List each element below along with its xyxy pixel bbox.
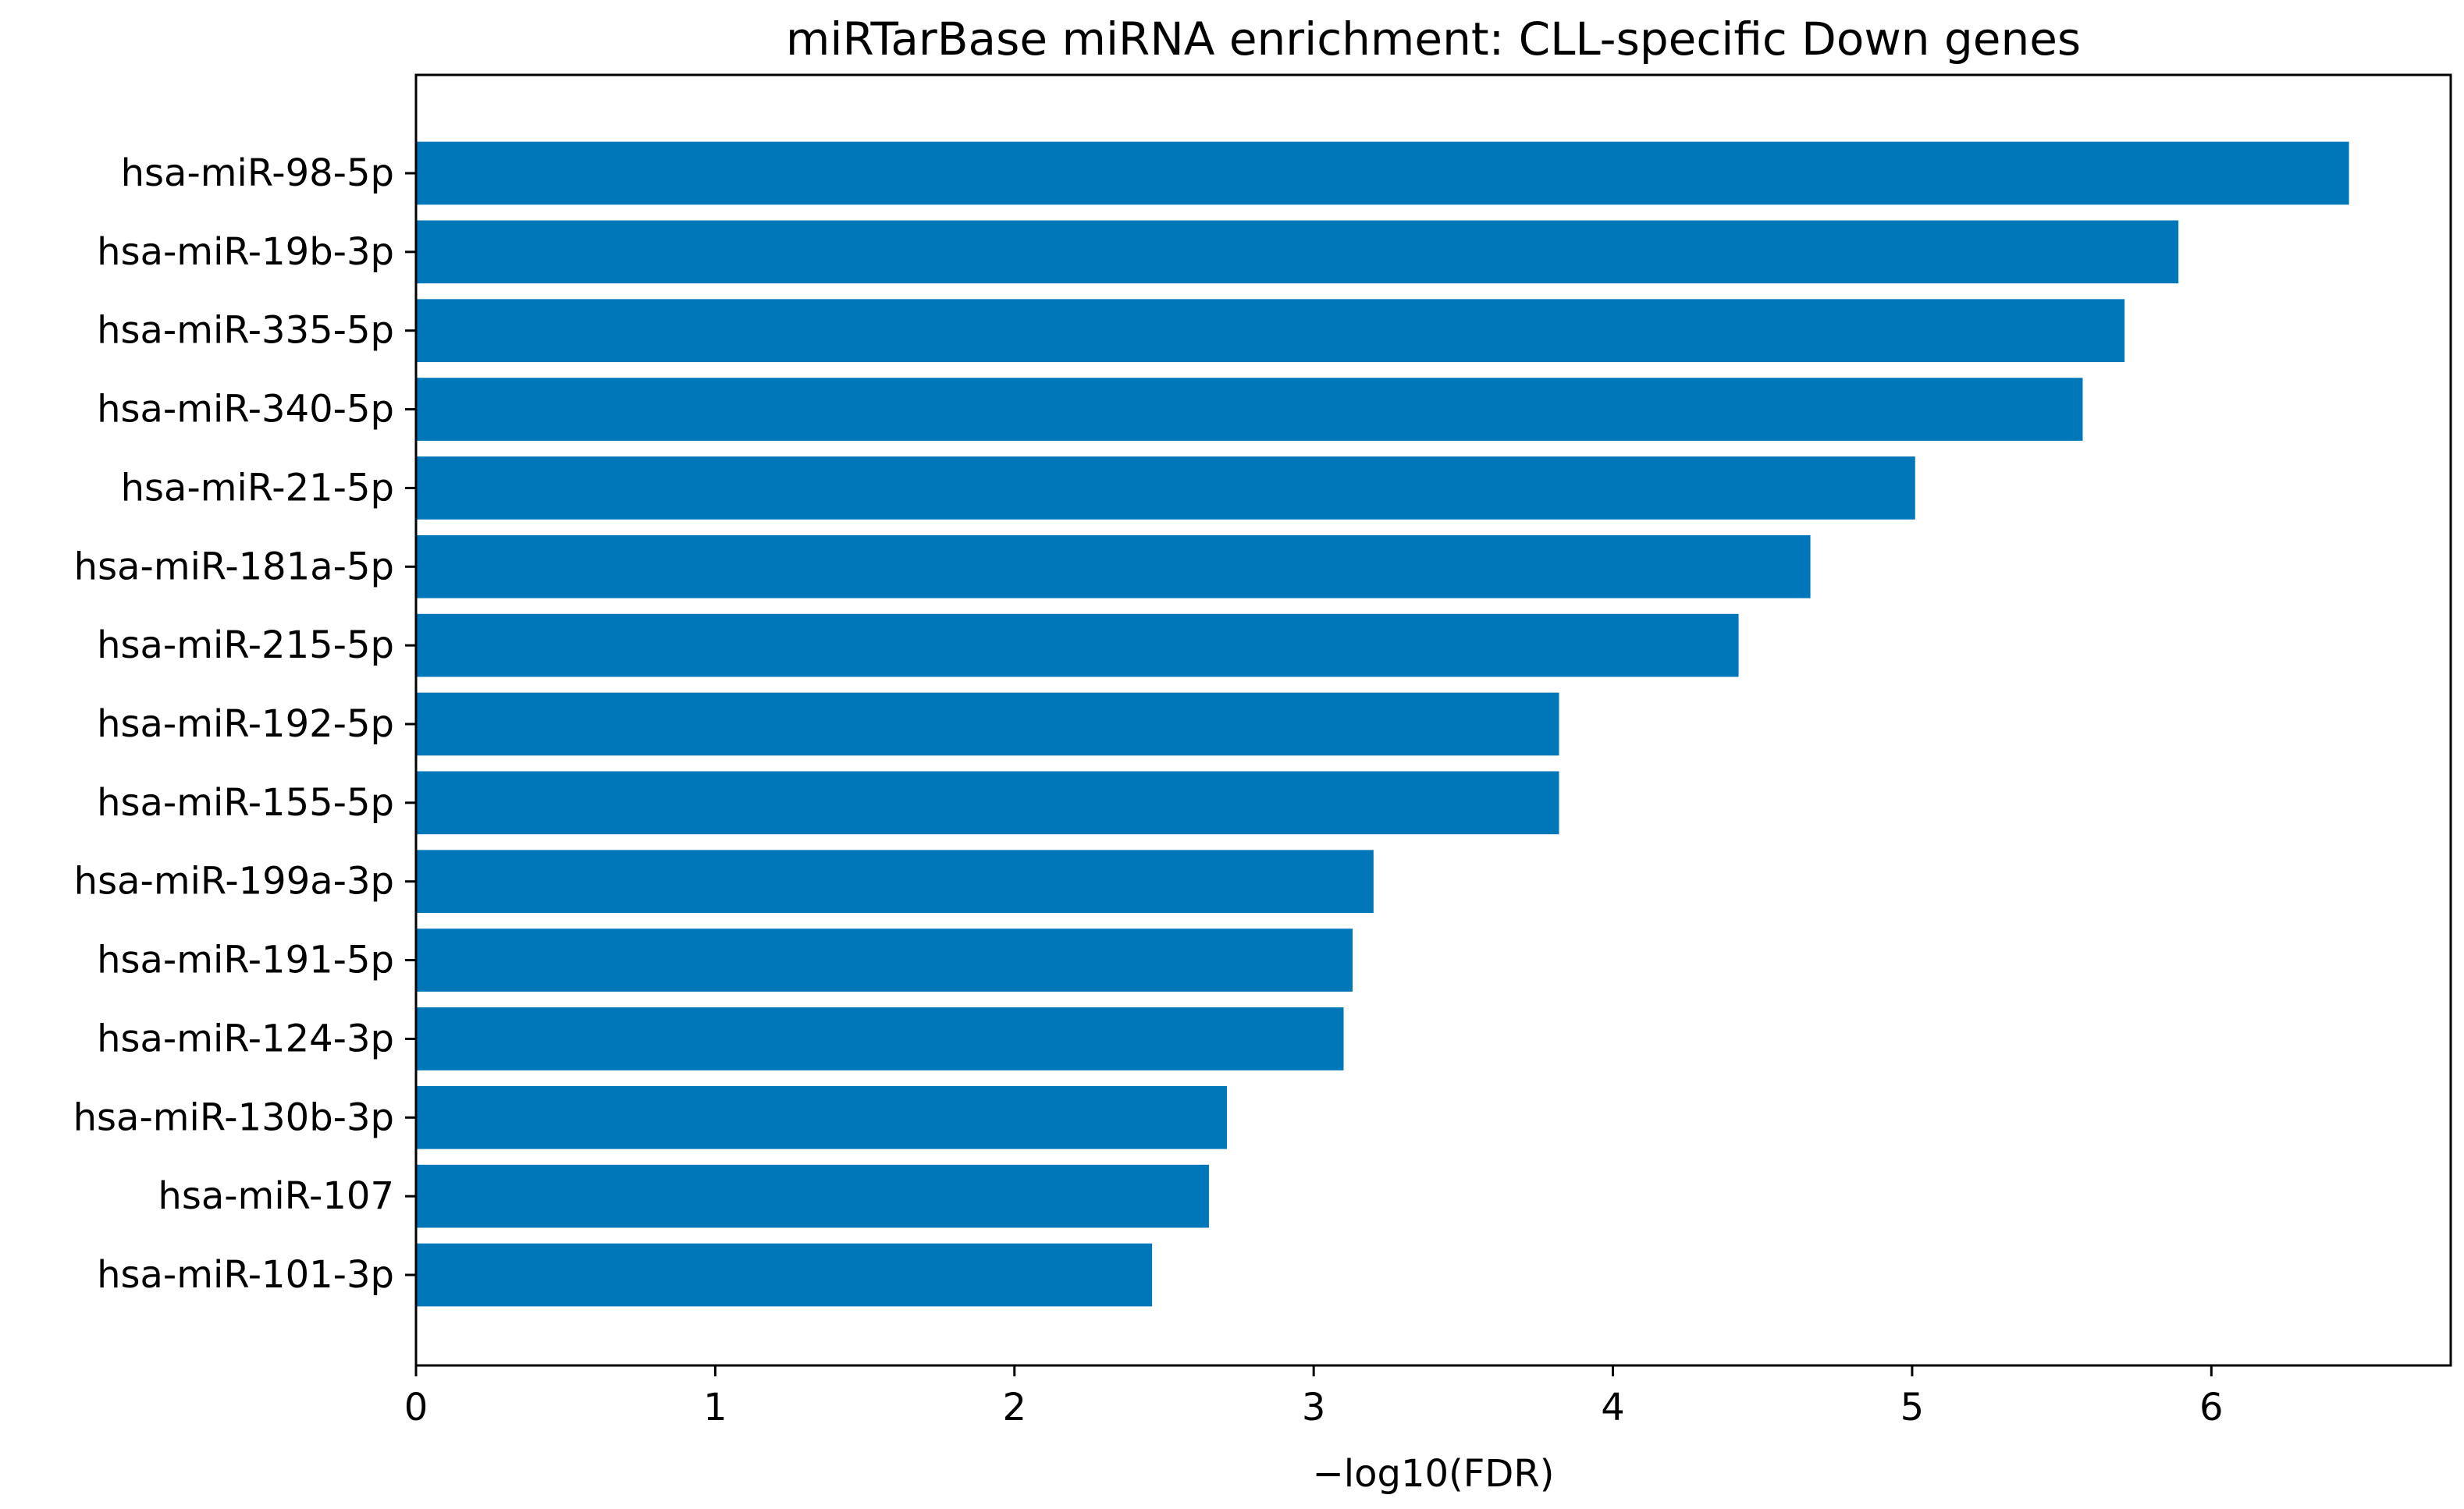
bar-hsa-miR-335-5p: [416, 299, 2125, 363]
bar-hsa-miR-101-3p: [416, 1243, 1153, 1307]
x-tick-label: 2: [1002, 1386, 1026, 1429]
chart-title: miRTarBase miRNA enrichment: CLL-specifi…: [786, 12, 2081, 66]
bars-group: [416, 141, 2349, 1307]
y-tick-label: hsa-miR-124-3p: [97, 1017, 394, 1060]
y-tick-label: hsa-miR-192-5p: [97, 702, 394, 746]
y-axis-ticks: hsa-miR-98-5p hsa-miR-19b-3p hsa-miR-335-5…: [73, 151, 416, 1297]
bar-hsa-miR-130b-3p: [416, 1085, 1227, 1149]
plot-area-frame: [414, 73, 2452, 1367]
y-tick-label: hsa-miR-101-3p: [97, 1253, 394, 1297]
y-tick-label: hsa-miR-215-5p: [97, 623, 394, 667]
x-tick-label: 4: [1601, 1386, 1625, 1429]
bar-hsa-miR-340-5p: [416, 378, 2083, 441]
bar-hsa-miR-107: [416, 1164, 1209, 1228]
x-axis-ticks: 0 1 2 3 4 5 6: [404, 1365, 2224, 1429]
y-tick-label: hsa-miR-21-5p: [121, 466, 394, 510]
y-tick-label: hsa-miR-155-5p: [97, 781, 394, 825]
bar-hsa-miR-98-5p: [416, 141, 2349, 205]
x-tick-label: 1: [703, 1386, 727, 1429]
y-tick-label: hsa-miR-340-5p: [97, 388, 394, 431]
x-axis-label: −log10(FDR): [1313, 1452, 1555, 1496]
bar-hsa-miR-215-5p: [416, 613, 1739, 677]
y-tick-label: hsa-miR-19b-3p: [97, 230, 394, 274]
bar-hsa-miR-155-5p: [416, 771, 1559, 835]
y-tick-label: hsa-miR-98-5p: [121, 151, 394, 195]
y-tick-label: hsa-miR-181a-5p: [74, 545, 394, 588]
y-tick-label: hsa-miR-199a-3p: [74, 860, 394, 904]
bar-hsa-miR-192-5p: [416, 692, 1559, 756]
bar-hsa-miR-124-3p: [416, 1007, 1344, 1071]
x-tick-label: 3: [1302, 1386, 1326, 1429]
y-tick-label: hsa-miR-107: [158, 1174, 394, 1218]
y-tick-label: hsa-miR-191-5p: [97, 939, 394, 982]
x-tick-label: 0: [404, 1386, 428, 1429]
x-tick-label: 5: [1900, 1386, 1925, 1429]
bar-hsa-miR-199a-3p: [416, 850, 1374, 914]
bar-hsa-miR-191-5p: [416, 928, 1353, 992]
y-tick-label: hsa-miR-335-5p: [97, 309, 394, 353]
y-tick-label: hsa-miR-130b-3p: [73, 1095, 394, 1139]
x-tick-label: 6: [2199, 1386, 2224, 1429]
bar-hsa-miR-19b-3p: [416, 220, 2179, 284]
bar-hsa-miR-21-5p: [416, 456, 1915, 520]
bar-hsa-miR-181a-5p: [416, 534, 1811, 598]
